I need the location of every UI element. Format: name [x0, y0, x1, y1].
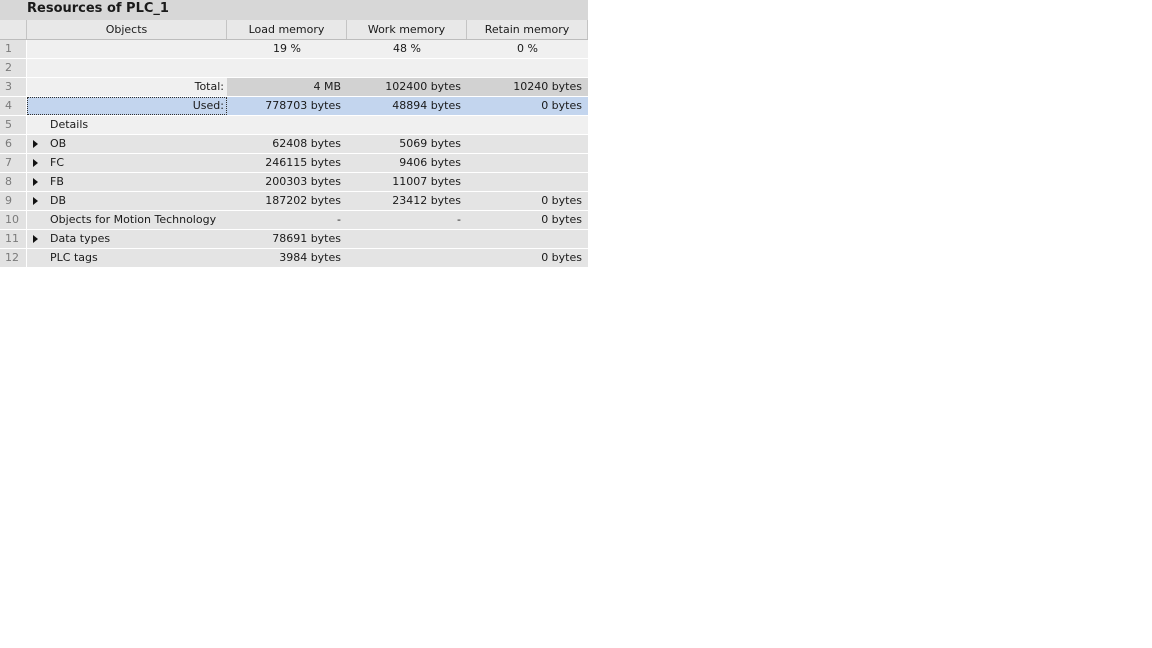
- retain-memory-cell: [467, 230, 588, 248]
- retain-memory-cell: [467, 173, 588, 191]
- table-row[interactable]: 2: [0, 59, 588, 78]
- load-memory-cell: -: [227, 211, 347, 229]
- row-number: 3: [0, 78, 26, 96]
- table-row-ob[interactable]: 6 OB 62408 bytes 5069 bytes: [0, 135, 588, 154]
- table-row-details[interactable]: 5 Details: [0, 116, 588, 135]
- object-label: Data types: [50, 232, 111, 245]
- object-label: Objects for Motion Technology: [27, 211, 227, 229]
- expand-arrow-icon[interactable]: [33, 140, 38, 148]
- header-load-memory[interactable]: Load memory: [227, 20, 347, 39]
- row-number: 1: [0, 40, 26, 58]
- details-label: Details: [27, 116, 227, 134]
- load-memory-cell: 246115 bytes: [227, 154, 347, 172]
- object-label: FB: [50, 175, 64, 188]
- load-memory-cell: 62408 bytes: [227, 135, 347, 153]
- retain-memory-cell: [467, 59, 588, 77]
- retain-memory-cell: 10240 bytes: [467, 78, 588, 96]
- objects-cell: OB: [27, 135, 227, 153]
- work-memory-cell: 5069 bytes: [347, 135, 467, 153]
- object-label: PLC tags: [27, 249, 227, 267]
- panel-title: Resources of PLC_1: [27, 1, 169, 16]
- retain-memory-cell: [467, 116, 588, 134]
- load-memory-cell: 78691 bytes: [227, 230, 347, 248]
- retain-memory-cell: 0 %: [467, 40, 588, 58]
- objects-cell: Data types: [27, 230, 227, 248]
- row-number: 4: [0, 97, 26, 115]
- work-memory-cell: 11007 bytes: [347, 173, 467, 191]
- resources-panel: Resources of PLC_1 Objects Load memory W…: [0, 0, 588, 268]
- object-label: FC: [50, 156, 65, 169]
- objects-cell: [27, 59, 227, 77]
- load-memory-cell: 778703 bytes: [227, 97, 347, 115]
- load-memory-cell: 200303 bytes: [227, 173, 347, 191]
- expand-arrow-icon[interactable]: [33, 159, 38, 167]
- total-label: Total:: [27, 78, 227, 96]
- load-memory-cell: 187202 bytes: [227, 192, 347, 210]
- objects-cell: FC: [27, 154, 227, 172]
- table-row-used[interactable]: 4 Used: 778703 bytes 48894 bytes 0 bytes: [0, 97, 588, 116]
- title-bar: Resources of PLC_1: [0, 0, 588, 20]
- table-row-plc-tags[interactable]: 12 PLC tags 3984 bytes 0 bytes: [0, 249, 588, 268]
- row-number: 8: [0, 173, 26, 191]
- row-number: 7: [0, 154, 26, 172]
- work-memory-cell: -: [347, 211, 467, 229]
- expand-arrow-icon[interactable]: [33, 235, 38, 243]
- table-row-motion[interactable]: 10 Objects for Motion Technology - - 0 b…: [0, 211, 588, 230]
- objects-cell: DB: [27, 192, 227, 210]
- table-row-data-types[interactable]: 11 Data types 78691 bytes: [0, 230, 588, 249]
- work-memory-cell: 48894 bytes: [347, 97, 467, 115]
- row-number: 6: [0, 135, 26, 153]
- header-rownum: [0, 20, 27, 39]
- work-memory-cell: 102400 bytes: [347, 78, 467, 96]
- expand-arrow-icon[interactable]: [33, 197, 38, 205]
- used-label[interactable]: Used:: [27, 97, 227, 115]
- row-number: 10: [0, 211, 26, 229]
- objects-cell: [27, 40, 227, 58]
- table-row-total[interactable]: 3 Total: 4 MB 102400 bytes 10240 bytes: [0, 78, 588, 97]
- load-memory-cell: 4 MB: [227, 78, 347, 96]
- expand-arrow-icon[interactable]: [33, 178, 38, 186]
- table-row-fc[interactable]: 7 FC 246115 bytes 9406 bytes: [0, 154, 588, 173]
- retain-memory-cell: 0 bytes: [467, 211, 588, 229]
- row-number: 2: [0, 59, 26, 77]
- row-number: 5: [0, 116, 26, 134]
- work-memory-cell: [347, 59, 467, 77]
- header-retain-memory[interactable]: Retain memory: [467, 20, 588, 39]
- work-memory-cell: [347, 230, 467, 248]
- object-label: DB: [50, 194, 67, 207]
- row-number: 11: [0, 230, 26, 248]
- header-objects[interactable]: Objects: [27, 20, 227, 39]
- retain-memory-cell: 0 bytes: [467, 249, 588, 267]
- work-memory-cell: 9406 bytes: [347, 154, 467, 172]
- load-memory-cell: 19 %: [227, 40, 347, 58]
- load-memory-cell: 3984 bytes: [227, 249, 347, 267]
- retain-memory-cell: [467, 154, 588, 172]
- retain-memory-cell: 0 bytes: [467, 97, 588, 115]
- retain-memory-cell: [467, 135, 588, 153]
- header-work-memory[interactable]: Work memory: [347, 20, 467, 39]
- load-memory-cell: [227, 59, 347, 77]
- table-header: Objects Load memory Work memory Retain m…: [0, 20, 588, 40]
- work-memory-cell: 48 %: [347, 40, 467, 58]
- table-row[interactable]: 1 19 % 48 % 0 %: [0, 40, 588, 59]
- objects-cell: FB: [27, 173, 227, 191]
- retain-memory-cell: 0 bytes: [467, 192, 588, 210]
- row-number: 12: [0, 249, 26, 267]
- object-label: OB: [50, 137, 67, 150]
- load-memory-cell: [227, 116, 347, 134]
- table-row-fb[interactable]: 8 FB 200303 bytes 11007 bytes: [0, 173, 588, 192]
- table-row-db[interactable]: 9 DB 187202 bytes 23412 bytes 0 bytes: [0, 192, 588, 211]
- work-memory-cell: 23412 bytes: [347, 192, 467, 210]
- work-memory-cell: [347, 116, 467, 134]
- row-number: 9: [0, 192, 26, 210]
- work-memory-cell: [347, 249, 467, 267]
